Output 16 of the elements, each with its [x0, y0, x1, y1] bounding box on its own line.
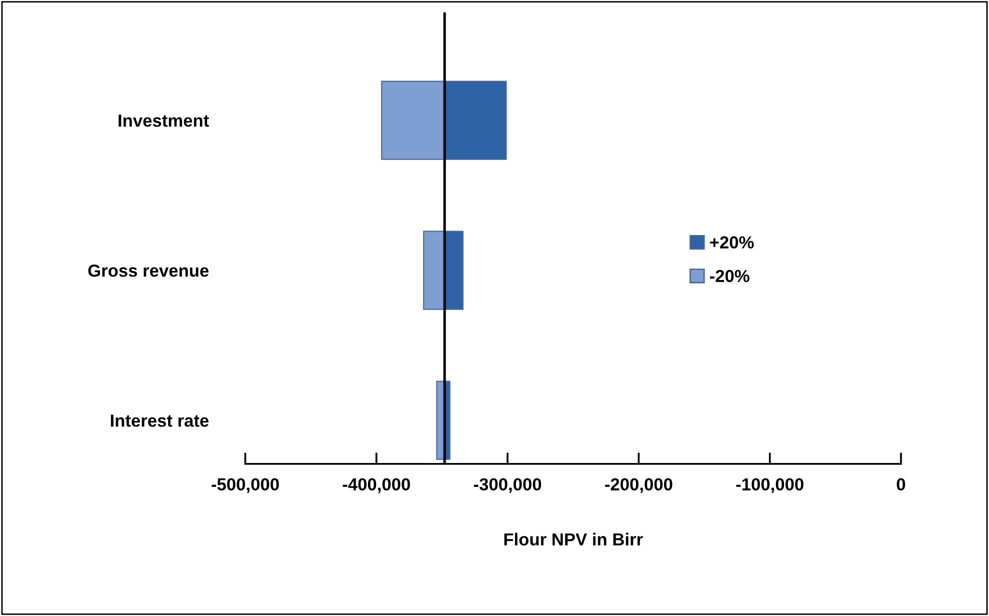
- legend-label: +20%: [710, 236, 754, 249]
- y-tick-label: Interest rate: [110, 414, 209, 427]
- bar: [381, 80, 446, 160]
- bar: [444, 230, 464, 310]
- x-tick-label: -200,000: [605, 478, 672, 494]
- x-tick-label: -400,000: [342, 478, 410, 494]
- x-tick-label: 0: [896, 478, 906, 490]
- x-tick-label: -300,000: [474, 478, 542, 494]
- y-tick-label: Investment: [118, 114, 209, 127]
- x-tick-label: -500,000: [212, 478, 279, 494]
- bar: [423, 230, 446, 310]
- x-axis-title: Flour NPV in Birr: [504, 532, 643, 546]
- x-tick-label: -100,000: [736, 478, 804, 494]
- y-tick-label: Gross revenue: [88, 264, 209, 277]
- bar: [444, 80, 507, 160]
- legend-label: -20%: [710, 270, 750, 282]
